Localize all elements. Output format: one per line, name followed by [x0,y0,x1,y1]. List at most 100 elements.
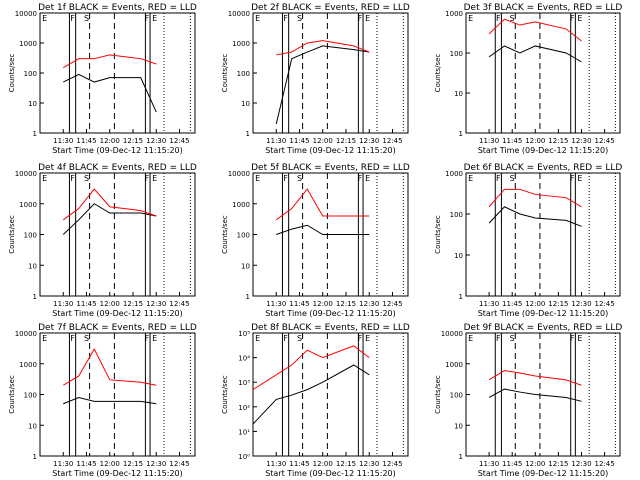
y-tick-label: 10⁵ [238,330,250,338]
y-tick-label: 10 [454,90,463,98]
y-axis-label: Counts/sec [8,215,16,254]
y-tick-label: 10⁴ [238,355,250,363]
segment-marker: E [468,174,473,183]
y-axis-label: Counts/sec [434,375,442,414]
series-line-lld [62,348,157,386]
y-axis-label: Counts/sec [434,215,442,254]
y-tick-label: 100 [237,232,250,240]
y-tick-label: 1000 [19,201,37,209]
series-line-lld [276,40,370,56]
panel-title: Det 9f BLACK = Events, RED = LLD [464,323,623,333]
y-axis-label: Counts/sec [221,215,229,254]
x-tick-label: 11:45 [76,460,96,468]
segment-marker: F [283,334,288,343]
x-axis-label: Start Time (09-Dec-12 11:15:20) [478,146,609,155]
y-tick-label: 1 [33,293,37,301]
segment-marker: E [42,174,47,183]
y-tick-label: 10³ [238,379,250,387]
segment-marker: S [84,334,89,343]
series-line-events [275,45,370,125]
segment-marker: F [145,334,150,343]
plot-frame [465,12,621,134]
series-line-events [488,388,582,402]
segment-marker: E [152,14,157,23]
series-line-events [488,45,582,63]
panel-title: Det 4f BLACK = Events, RED = LLD [38,163,197,173]
y-tick-label: 1000 [232,201,250,209]
panel-title: Det 3f BLACK = Events, RED = LLD [464,3,623,13]
segment-marker: E [365,334,370,343]
x-tick-label: 12:15 [336,300,356,308]
panel-title: Det 7f BLACK = Events, RED = LLD [38,323,197,333]
segment-marker: F [358,334,363,343]
y-tick-label: 100 [24,392,37,400]
segment-marker: F [145,174,150,183]
x-tick-label: 12:30 [571,460,591,468]
y-tick-label: 10 [241,262,250,270]
x-tick-label: 11:30 [266,300,286,308]
segment-marker: F [570,14,575,23]
segment-marker: F [70,334,75,343]
y-tick-label: 100 [24,70,37,78]
x-tick-label: 12:00 [100,460,120,468]
y-tick-label: 1 [33,453,37,461]
x-tick-label: 12:15 [548,137,568,145]
series-line-lld [488,18,582,42]
x-tick-label: 12:00 [313,300,333,308]
segment-marker: E [365,174,370,183]
series-line-events [63,396,157,405]
x-tick-label: 12:45 [382,137,402,145]
series-line-lld [62,54,157,69]
x-axis-label: Start Time (09-Dec-12 11:15:20) [478,469,609,478]
x-tick-label: 11:30 [266,137,286,145]
x-tick-label: 11:45 [76,137,96,145]
x-tick-label: 12:45 [382,300,402,308]
x-tick-label: 12:30 [571,300,591,308]
x-tick-label: 11:45 [289,460,309,468]
x-tick-label: 12:30 [571,137,591,145]
x-tick-label: 12:15 [123,460,143,468]
series-line-lld [488,188,582,208]
segment-marker: E [42,334,47,343]
y-tick-label: 10000 [15,330,37,338]
series-line-lld [275,188,370,221]
x-axis-label: Start Time (09-Dec-12 11:15:20) [52,146,183,155]
segment-marker: E [577,14,582,23]
y-tick-label: 10⁰ [238,453,250,461]
plot-frame [465,332,621,457]
x-tick-label: 11:45 [502,460,522,468]
segment-marker: S [510,334,515,343]
series-line-lld [62,188,157,221]
panel-det-8: Det 8f BLACK = Events, RED = LLD 10⁰ 10¹ 10… [221,323,410,478]
panel-det-3: Det 3f BLACK = Events, RED = LLD 1 10 100 10… [434,3,622,155]
segment-marker: S [297,14,302,23]
y-tick-label: 100 [450,392,463,400]
segment-marker: F [358,174,363,183]
segment-marker: E [468,334,473,343]
y-tick-label: 1000 [445,361,463,369]
segment-marker: F [496,14,501,23]
x-axis-label: Start Time (09-Dec-12 11:15:20) [265,146,396,155]
y-tick-label: 10000 [441,330,463,338]
segment-marker: S [510,14,515,23]
x-tick-label: 12:15 [123,137,143,145]
y-tick-label: 1000 [445,10,463,18]
segment-marker: F [70,14,75,23]
x-tick-label: 12:00 [525,460,545,468]
x-tick-label: 12:15 [336,137,356,145]
x-tick-label: 12:45 [169,137,189,145]
y-tick-label: 1 [459,293,463,301]
y-tick-label: 10 [28,422,37,430]
x-tick-label: 12:15 [548,460,568,468]
y-tick-label: 100 [450,50,463,58]
y-tick-label: 1000 [19,361,37,369]
segment-marker: F [70,174,75,183]
segment-marker: E [152,174,157,183]
x-tick-label: 12:45 [595,137,615,145]
panel-title: Det 8f BLACK = Events, RED = LLD [251,323,410,333]
x-tick-label: 12:45 [595,300,615,308]
segment-marker: E [577,334,582,343]
y-tick-label: 1000 [232,40,250,48]
segment-marker: F [145,14,150,23]
x-tick-label: 11:30 [479,300,499,308]
